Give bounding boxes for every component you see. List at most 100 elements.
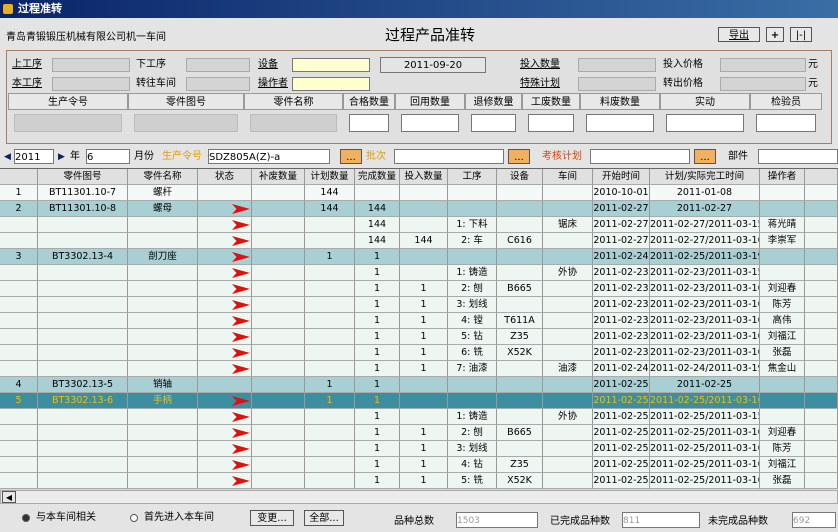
grid-cell[interactable]: 144 [355, 233, 400, 249]
grid-cell[interactable] [0, 425, 38, 441]
grid-cell[interactable]: 144 [305, 201, 355, 217]
grid-cell[interactable] [543, 249, 593, 265]
grid-cell[interactable] [128, 297, 198, 313]
grid-cell[interactable] [305, 281, 355, 297]
export-button[interactable]: 导出 [718, 27, 760, 42]
grid-cell[interactable] [400, 377, 448, 393]
grid-cell[interactable] [252, 457, 305, 473]
grid-cell[interactable]: 4: 钻 [448, 457, 497, 473]
grid-cell[interactable] [497, 361, 543, 377]
grid-cell[interactable]: 1 [400, 313, 448, 329]
grid-cell[interactable]: 螺母 [128, 201, 198, 217]
grid-cell[interactable] [0, 441, 38, 457]
grid-cell[interactable] [38, 281, 128, 297]
grid-cell[interactable]: 5: 铣 [448, 473, 497, 489]
grid-cell[interactable]: B665 [497, 281, 543, 297]
grid-cell[interactable]: 144 [400, 233, 448, 249]
form-input[interactable] [720, 58, 806, 72]
grid-cell[interactable] [128, 345, 198, 361]
grid-cell[interactable]: 1 [355, 473, 400, 489]
grid-cell[interactable]: 1 [355, 425, 400, 441]
grid-cell[interactable]: 2011-02-23/2011-03-16 [650, 345, 760, 361]
grid-cell[interactable]: 2011-02-25/2011-03-16 [650, 457, 760, 473]
grid-cell[interactable] [38, 345, 128, 361]
grid-cell[interactable] [760, 201, 805, 217]
grid-cell[interactable]: 1 [305, 249, 355, 265]
grid-cell[interactable] [305, 425, 355, 441]
grid-cell[interactable] [543, 377, 593, 393]
grid-cell[interactable] [0, 345, 38, 361]
grid-cell[interactable] [38, 313, 128, 329]
grid-cell[interactable] [400, 393, 448, 409]
grid-cell[interactable]: 2011-02-25 [593, 425, 650, 441]
grid-cell[interactable] [497, 217, 543, 233]
grid-cell[interactable]: 2011-02-27/2011-03-15 [650, 217, 760, 233]
grid-cell[interactable] [252, 409, 305, 425]
grid-cell[interactable] [0, 473, 38, 489]
grid-cell[interactable]: C616 [497, 233, 543, 249]
year-next[interactable]: ▶ [58, 152, 65, 162]
grid-cell[interactable] [198, 329, 252, 345]
grid-cell[interactable] [198, 457, 252, 473]
grid-cell[interactable] [128, 217, 198, 233]
grid-cell[interactable]: 1 [400, 297, 448, 313]
grid-cell[interactable]: BT3302.13-5 [38, 377, 128, 393]
grid-cell[interactable] [497, 201, 543, 217]
grid-cell[interactable] [0, 361, 38, 377]
grid-cell[interactable] [198, 249, 252, 265]
grid-cell[interactable] [252, 297, 305, 313]
grid-cell[interactable]: 2011-02-23 [593, 297, 650, 313]
grid-cell[interactable] [305, 457, 355, 473]
grid-cell[interactable] [252, 217, 305, 233]
grid-cell[interactable]: 2011-02-23/2011-03-16 [650, 281, 760, 297]
grid-cell[interactable] [252, 185, 305, 201]
grid-cell[interactable]: 1 [355, 441, 400, 457]
form-input[interactable] [720, 77, 806, 91]
grid-cell[interactable]: 2011-02-25 [593, 377, 650, 393]
grid-cell[interactable]: 2011-02-25 [593, 473, 650, 489]
grid-cell[interactable] [543, 441, 593, 457]
grid-cell[interactable] [0, 329, 38, 345]
grid-cell[interactable] [198, 217, 252, 233]
grid-cell[interactable]: 1 [305, 393, 355, 409]
grid-cell[interactable] [38, 297, 128, 313]
grid-cell[interactable]: Z35 [497, 457, 543, 473]
grid-cell[interactable] [128, 457, 198, 473]
grid-cell[interactable] [38, 217, 128, 233]
grid-cell[interactable]: 2010-10-01 [593, 185, 650, 201]
grid-cell[interactable]: 1 [400, 281, 448, 297]
grid-cell[interactable] [0, 457, 38, 473]
grid-cell[interactable]: 2011-02-27/2011-03-16 [650, 233, 760, 249]
grid-cell[interactable] [305, 233, 355, 249]
grid-cell[interactable]: 2011-02-23 [593, 281, 650, 297]
grid-cell[interactable]: 5: 钻 [448, 329, 497, 345]
grid-cell[interactable]: 3 [0, 249, 38, 265]
form-input[interactable] [292, 58, 370, 72]
add-button[interactable]: + [766, 27, 784, 42]
grid-cell[interactable] [400, 409, 448, 425]
grid-cell[interactable] [543, 457, 593, 473]
grid-cell[interactable] [543, 313, 593, 329]
grid-cell[interactable] [305, 265, 355, 281]
form-input[interactable] [578, 77, 656, 91]
grid-cell[interactable]: 1 [355, 265, 400, 281]
grid-cell[interactable] [305, 441, 355, 457]
grid-cell[interactable] [38, 361, 128, 377]
grid-cell[interactable] [400, 185, 448, 201]
grid-cell[interactable]: 2: 刨 [448, 281, 497, 297]
grid-cell[interactable]: T611A [497, 313, 543, 329]
grid-cell[interactable]: 144 [305, 185, 355, 201]
grid-cell[interactable] [252, 313, 305, 329]
grid-cell[interactable]: 张磊 [760, 473, 805, 489]
grid-cell[interactable] [198, 313, 252, 329]
grid-cell[interactable]: 刘迎春 [760, 425, 805, 441]
form-cell-input[interactable] [756, 114, 816, 132]
grid-cell[interactable] [252, 281, 305, 297]
grid-cell[interactable] [252, 345, 305, 361]
grid-cell[interactable] [543, 201, 593, 217]
more-button[interactable]: ... [340, 149, 362, 164]
grid-cell[interactable] [252, 473, 305, 489]
grid-cell[interactable]: 刘福江 [760, 457, 805, 473]
form-cell-input[interactable] [666, 114, 744, 132]
form-cell-input[interactable] [528, 114, 574, 132]
